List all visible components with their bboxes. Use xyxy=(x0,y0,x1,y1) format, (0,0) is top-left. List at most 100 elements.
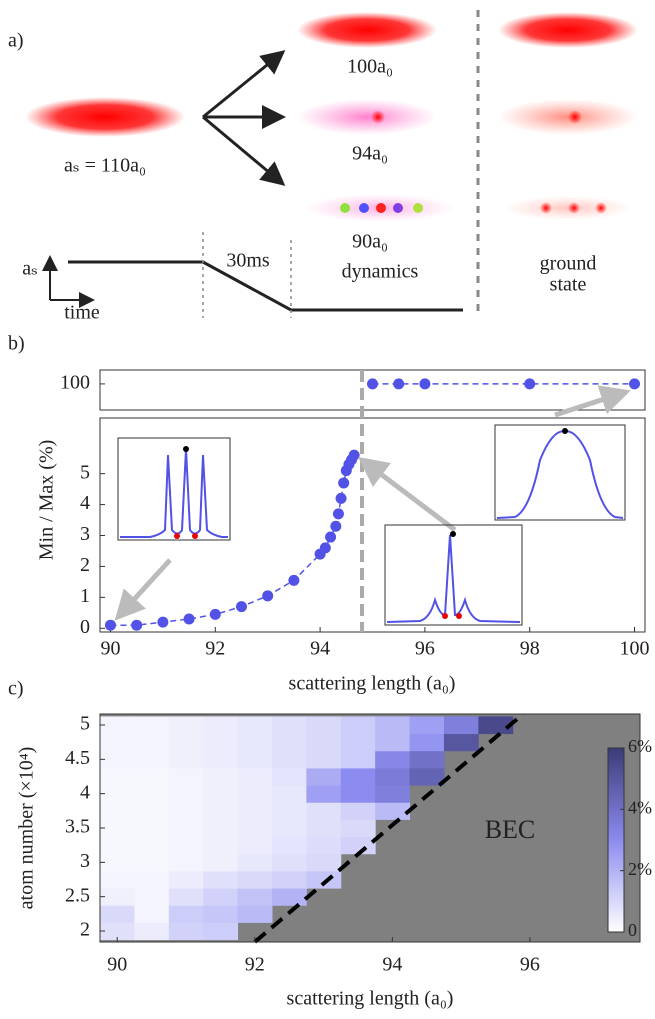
y-tick-label: 4 xyxy=(80,492,90,514)
heat-cell xyxy=(100,853,135,872)
data-point xyxy=(393,378,405,390)
heat-cell xyxy=(134,802,170,820)
heat-cell xyxy=(168,836,204,855)
heat-cell xyxy=(134,819,170,838)
heat-cell xyxy=(306,785,342,803)
colorbar-swatch xyxy=(608,928,624,933)
inset-curve xyxy=(386,534,521,623)
heat-cell xyxy=(203,836,239,855)
boundary-line xyxy=(253,712,525,944)
label: 94a₀ xyxy=(352,143,388,165)
heat-cell xyxy=(271,716,307,735)
heat-cell xyxy=(306,733,342,752)
heat-cell xyxy=(100,785,135,803)
heat-cell xyxy=(237,836,273,855)
colorbar-swatch xyxy=(608,816,624,821)
max-marker xyxy=(183,446,189,452)
heat-cell xyxy=(237,767,273,786)
heat-cell xyxy=(203,888,239,906)
inset-curve xyxy=(120,448,228,538)
colorbar-swatch xyxy=(608,852,624,857)
peak xyxy=(393,203,403,213)
colorbar-swatch xyxy=(608,896,624,901)
heat-cell xyxy=(100,836,135,855)
data-point xyxy=(524,378,536,390)
heat-cell xyxy=(237,819,273,838)
colorbar-swatch xyxy=(608,832,624,837)
y-tick-label: 100 xyxy=(60,372,90,394)
heat-cell xyxy=(134,870,170,889)
y-tick-label: 3 xyxy=(80,523,90,545)
cloud xyxy=(297,99,437,135)
y-tick-label: 2 xyxy=(80,554,90,576)
panel-a: a) aₛ = 110a₀ 100a₀ 94a₀ 90a₀ 30ms dynam… xyxy=(8,10,638,324)
colorbar-swatch xyxy=(608,784,624,789)
data-point xyxy=(332,508,344,520)
y-tick-label: 2.5 xyxy=(65,884,90,906)
heat-cell xyxy=(237,905,273,923)
peak xyxy=(376,203,386,213)
colorbar-swatch xyxy=(608,912,624,917)
heat-cell xyxy=(478,716,514,735)
x-tick-label: 100 xyxy=(620,638,650,660)
colorbar-swatch xyxy=(608,820,624,825)
min-marker xyxy=(456,613,462,619)
y-tick-label: 4.5 xyxy=(65,747,90,769)
label: ground xyxy=(540,253,597,275)
y-axis-label: Min / Max (%) xyxy=(36,440,58,561)
heat-cell xyxy=(168,870,204,889)
heat-cell xyxy=(271,785,307,803)
heat-cell xyxy=(237,853,273,872)
colorbar-swatch xyxy=(608,868,624,873)
heat-cell xyxy=(375,785,411,803)
heat-cell xyxy=(134,836,170,855)
max-marker xyxy=(450,531,456,537)
panel-label: a) xyxy=(8,30,24,52)
pointer-arrows xyxy=(114,385,631,621)
colorbar-tick-label: 2% xyxy=(628,859,652,879)
colorbar-swatch xyxy=(608,764,624,769)
heat-cell xyxy=(203,853,239,872)
heat-cell xyxy=(271,750,307,769)
heat-cell xyxy=(443,716,479,735)
heat-cell xyxy=(271,802,307,820)
x-tick-label: 90 xyxy=(100,638,120,660)
heat-cell xyxy=(134,888,170,906)
heat-cell xyxy=(340,836,376,855)
data-point xyxy=(330,520,342,532)
peak xyxy=(371,110,385,124)
y-tick-label: 2 xyxy=(80,919,90,941)
colorbar-tick-label: 0 xyxy=(628,920,637,940)
heat-cell xyxy=(203,785,239,803)
colorbar-swatch xyxy=(608,804,624,809)
peak xyxy=(413,203,423,213)
data-point xyxy=(157,616,169,628)
x-tick-label: 92 xyxy=(245,954,265,976)
peak xyxy=(540,202,552,214)
heat-cell xyxy=(375,716,411,735)
label: aₛ = 110a₀ xyxy=(64,155,146,177)
y-tick-label: 4 xyxy=(80,781,90,803)
heat-cell xyxy=(306,716,342,735)
heat-cell xyxy=(203,922,239,941)
heat-cell xyxy=(271,733,307,752)
colorbar-swatch xyxy=(608,828,624,833)
data-point xyxy=(338,477,350,489)
colorbar-swatch xyxy=(608,776,624,781)
colorbar-swatch xyxy=(608,824,624,829)
heat-cell xyxy=(409,716,445,735)
label: 90a₀ xyxy=(352,231,388,253)
min-marker xyxy=(174,533,180,539)
colorbar-swatch xyxy=(608,880,624,885)
colorbar-swatch xyxy=(608,860,624,865)
arrows xyxy=(42,50,463,312)
heat-cell xyxy=(237,870,273,889)
panel-b: b) Min / Max (%) scattering length (a₀) … xyxy=(8,333,650,695)
heat-cell xyxy=(134,922,170,941)
colorbar-swatch xyxy=(608,864,624,869)
heat-cell xyxy=(340,802,376,820)
data-point xyxy=(235,601,247,613)
heat-cell xyxy=(271,767,307,786)
